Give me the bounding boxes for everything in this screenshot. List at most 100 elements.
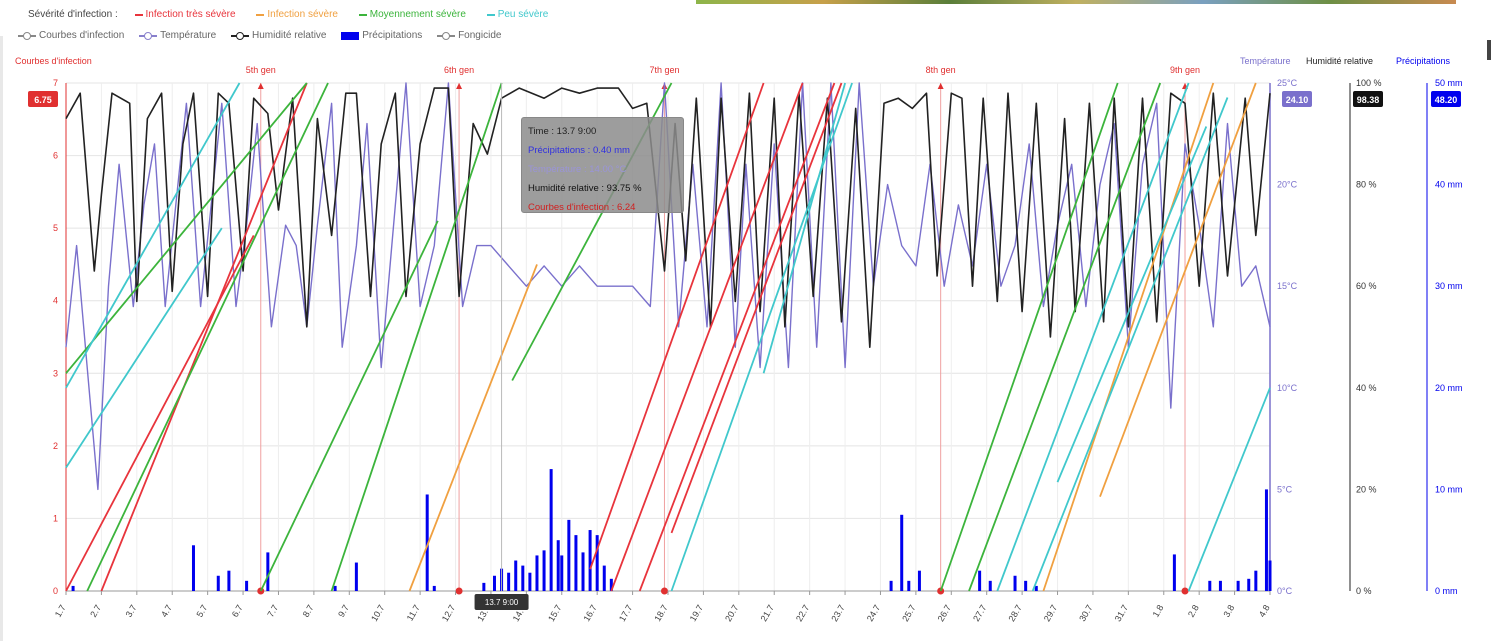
infection-curve-very-severe [589, 82, 765, 570]
temperature-axis-tick: 20°C [1277, 180, 1298, 190]
temperature-axis-tick: 25°C [1277, 78, 1298, 88]
generation-label: 9th gen [1170, 65, 1200, 75]
tooltip-infection: Courbes d'infection : 6.24 [528, 202, 636, 213]
precipitation-bar [482, 582, 486, 591]
precipitation-axis-tick: 20 mm [1435, 383, 1463, 393]
legend-fungicide[interactable]: Fongicide [437, 30, 501, 41]
legend-very-severe[interactable]: Infection très sévère [134, 9, 236, 20]
x-tick-label: 15.7 [546, 603, 563, 623]
humidity-axis-tick: 80 % [1356, 180, 1377, 190]
precipitation-bar [560, 555, 564, 591]
infection-curve-low [65, 82, 241, 389]
x-tick-label: 4.7 [159, 603, 174, 619]
legend-severe[interactable]: Infection sévère [256, 9, 338, 20]
humidity-value-badge: 98.38 [1357, 95, 1380, 105]
infection-curve-low [1031, 97, 1229, 592]
precipitation-bar [907, 580, 911, 591]
infection-curve-very-severe [638, 82, 836, 592]
legend-severe-label: Infection sévère [267, 9, 338, 20]
precipitation-bar [1218, 580, 1222, 591]
legend-humidity[interactable]: Humidité relative [231, 30, 326, 41]
temperature-value-badge-bg [1282, 91, 1312, 107]
precipitation-axis-tick: 0 mm [1435, 586, 1458, 596]
precipitation-bar [191, 545, 195, 591]
generation-arrow [937, 83, 944, 89]
x-tick-label: 16.7 [581, 603, 598, 623]
x-tick-label: 23.7 [829, 603, 846, 623]
generation-label: 7th gen [649, 65, 679, 75]
x-tick-label: 11.7 [405, 603, 422, 623]
precipitation-bar [588, 530, 592, 591]
precipitation-bar [528, 572, 532, 591]
left-axis-tick: 6 [53, 151, 58, 161]
infection-curve-medium [968, 82, 1162, 592]
precipitation-bar [1024, 580, 1028, 591]
precipitation-bar [425, 494, 429, 591]
temperature-axis-tick: 0°C [1277, 586, 1293, 596]
generation-point [937, 587, 945, 595]
legend-medium-severe[interactable]: Moyennement sévère [358, 9, 466, 20]
x-tick-label: 30.7 [1077, 603, 1094, 623]
precipitation-value-badge-bg [1431, 91, 1461, 107]
precipitation-bar [1268, 560, 1272, 591]
left-axis-tick: 4 [53, 296, 58, 306]
precipitation-bar [574, 535, 578, 591]
temperature-axis-tick: 5°C [1277, 484, 1293, 494]
left-edge-bar [0, 36, 3, 641]
legend-temperature[interactable]: Température [139, 30, 216, 41]
infection-curve-medium [65, 82, 308, 374]
precipitation-bar [354, 562, 358, 591]
legend-infection-curves-label: Courbes d'infection [39, 30, 125, 41]
infection-curve-very-severe [670, 82, 843, 534]
x-tick-label: 4.8 [1257, 603, 1272, 619]
precipitation-bar [978, 570, 982, 591]
precipitation-bar [1034, 585, 1038, 591]
precipitation-bar [581, 552, 585, 591]
x-tick-label: 17.7 [617, 603, 634, 623]
x-tick-label: 12.7 [440, 603, 457, 623]
infection-curve-severe [408, 264, 538, 592]
precipitation-axis-tick: 40 mm [1435, 180, 1463, 190]
precipitation-bar [1013, 575, 1017, 591]
tooltip-temperature: Température : 14.00 °C [528, 164, 627, 175]
legend-infection-curves[interactable]: Courbes d'infection [18, 30, 124, 41]
right-edge-scrollbar[interactable] [1487, 40, 1491, 60]
precipitation-bar [71, 585, 75, 591]
legend-precipitation[interactable]: Précipitations [341, 30, 422, 41]
precipitation-bar [549, 469, 553, 591]
left-axis-tick: 3 [53, 368, 58, 378]
infection-curve-very-severe [65, 234, 255, 592]
precipitation-bar [1236, 580, 1240, 591]
legend-very-severe-label: Infection très sévère [145, 9, 236, 20]
legend-low-severe[interactable]: Peu sévère [486, 9, 548, 20]
x-tick-label: 26.7 [936, 603, 953, 623]
x-tick-label: 1.8 [1151, 603, 1166, 619]
cursor-label: 13.7 9:00 [485, 598, 519, 607]
precipitation-bar [1264, 489, 1268, 591]
humidity-axis-tick: 60 % [1356, 281, 1377, 291]
left-axis-tick: 1 [53, 513, 58, 523]
infection-curve-severe [1099, 82, 1257, 498]
temperature-axis-title: Température [1240, 56, 1291, 66]
x-tick-label: 7.7 [265, 603, 280, 619]
generation-label: 8th gen [926, 65, 956, 75]
tooltip-precipitation: Précipitations : 0.40 mm [528, 145, 630, 156]
infection-value-badge: 6.75 [34, 95, 52, 105]
infection-curve-low [65, 227, 223, 469]
severity-legend-title: Sévérité d'infection : [28, 9, 118, 21]
precipitation-bar [333, 585, 337, 591]
precipitation-bar [432, 585, 436, 591]
cursor-label-bg [474, 594, 529, 610]
generation-point [660, 587, 668, 595]
generation-point [1181, 587, 1189, 595]
precipitation-bar [507, 572, 511, 591]
precipitation-bar [514, 560, 518, 591]
x-tick-label: 21.7 [759, 603, 776, 623]
precipitation-bar [542, 550, 546, 591]
precipitation-bar [1172, 554, 1176, 591]
x-tick-label: 28.7 [1006, 603, 1023, 623]
severity-legend: Sévérité d'infection : Infection très sé… [28, 9, 566, 25]
precipitation-bar [216, 575, 220, 591]
tooltip-humidity: Humidité relative : 93.75 % [528, 183, 642, 194]
